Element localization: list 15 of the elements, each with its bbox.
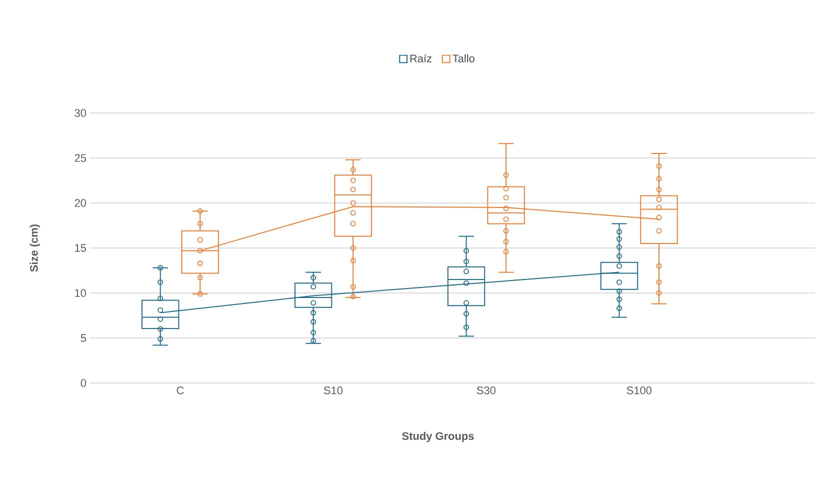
legend-label: Tallo bbox=[452, 54, 474, 62]
x-tick-label: S30 bbox=[476, 386, 496, 394]
y-tick-label: 20 bbox=[74, 199, 86, 207]
y-tick-label: 10 bbox=[75, 289, 86, 297]
y-tick-label: 30 bbox=[74, 109, 86, 117]
y-tick-label: 0 bbox=[80, 379, 86, 387]
y-tick-label: 15 bbox=[75, 244, 86, 252]
x-axis-title: Study Groups bbox=[402, 432, 474, 442]
x-tick-label: S100 bbox=[626, 386, 652, 394]
y-axis-title: Size (cm) bbox=[30, 224, 40, 272]
x-tick-label: C bbox=[176, 386, 184, 394]
y-tick-label: 5 bbox=[80, 334, 86, 342]
x-tick-label: S10 bbox=[324, 386, 343, 394]
y-tick-label: 25 bbox=[74, 154, 86, 162]
legend-label: Raíz bbox=[410, 54, 432, 62]
